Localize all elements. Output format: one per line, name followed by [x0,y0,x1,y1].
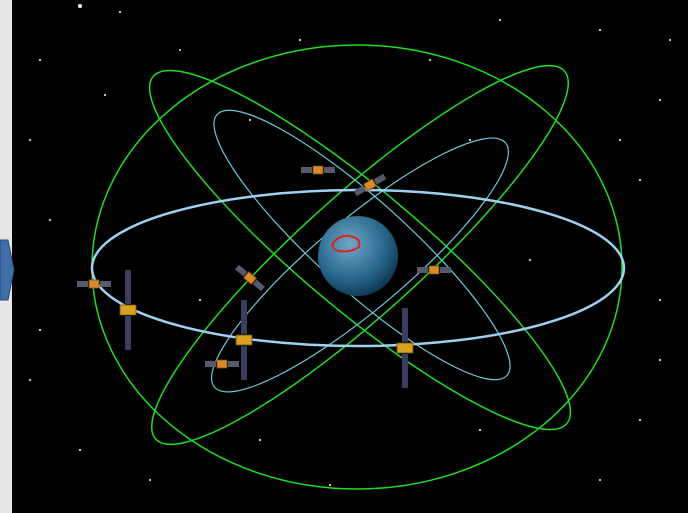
stars [29,4,671,486]
green-orbit [150,64,570,446]
green-orbit [148,69,572,431]
region-outline [331,234,361,253]
earth [318,216,398,296]
side-arrow [0,239,15,301]
